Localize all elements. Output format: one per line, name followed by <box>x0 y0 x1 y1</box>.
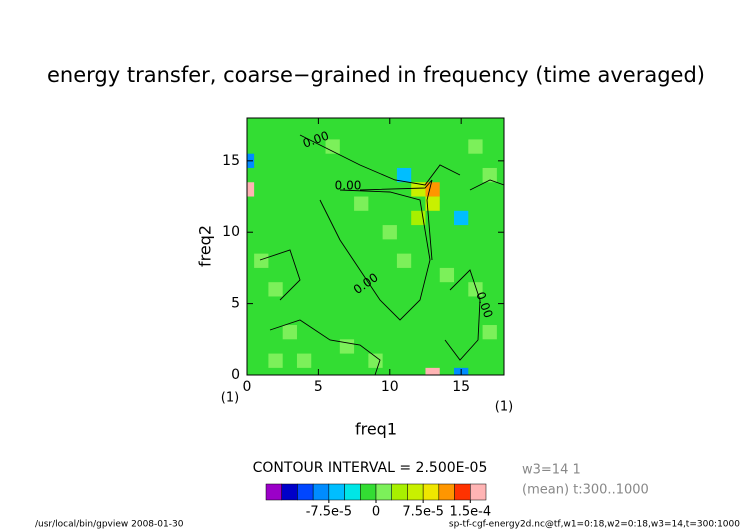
colorbar-box <box>438 483 455 501</box>
field-cell <box>354 196 369 211</box>
info-text: w3=14 1 <box>522 463 581 478</box>
contour-line <box>299 134 461 186</box>
colorbar-tick-label: 7.5e-5 <box>402 505 444 520</box>
field-cell <box>482 325 497 340</box>
field-cell <box>325 139 340 154</box>
contour-line <box>269 319 381 375</box>
colorbar-tick-label: 0 <box>372 505 380 520</box>
contour-line <box>359 179 433 261</box>
colorbar-tick-label: -7.5e-5 <box>306 505 352 520</box>
contour-label: 0.00 <box>335 179 362 193</box>
colorbar-box <box>391 483 408 501</box>
x-axis-label: freq1 <box>355 420 397 439</box>
field-cell <box>411 182 426 197</box>
colorbar-box <box>265 483 282 501</box>
colorbar-box <box>344 483 361 501</box>
footer-right: sp-tf-cgf-energy2d.nc@tf,w1=0:18,w2=0:18… <box>449 520 740 530</box>
y-tick-label: 5 <box>231 296 240 312</box>
field-cell <box>247 182 255 197</box>
contour-interval: CONTOUR INTERVAL = 2.500E-05 <box>253 460 488 476</box>
colorbar-box <box>454 483 471 501</box>
colorbar-box <box>297 483 314 501</box>
field-cell <box>425 196 440 211</box>
contour-line <box>259 249 301 301</box>
field-cell <box>482 167 497 183</box>
y-tick-label: 10 <box>222 224 240 240</box>
field-cell <box>282 325 297 340</box>
contour-line <box>319 189 431 321</box>
field-cell <box>411 210 426 226</box>
x-start-note: (1) <box>221 391 239 406</box>
colorbar-tick-label: 1.5e-4 <box>449 505 491 520</box>
colorbar-box <box>470 483 487 501</box>
contour-line <box>469 179 504 191</box>
field-cell <box>296 353 312 368</box>
x-tick-label: 5 <box>314 379 323 395</box>
field-cell <box>468 139 483 154</box>
field-cell <box>396 167 412 183</box>
colorbar-box <box>375 483 392 501</box>
y-axis-label: freq2 <box>196 225 215 267</box>
colorbar-box <box>281 483 298 501</box>
chart-title: energy transfer, coarse−grained in frequ… <box>47 63 705 87</box>
x-tick-label: 0 <box>243 379 252 395</box>
field-cell <box>268 353 283 368</box>
x-tick-label: 10 <box>381 379 399 395</box>
colorbar-box <box>328 483 345 501</box>
field-cell <box>254 253 269 268</box>
x-tick-label: 15 <box>452 379 470 395</box>
footer-left: /usr/local/bin/gpview 2008-01-30 <box>35 520 184 530</box>
plot-field <box>247 118 504 375</box>
field-cell <box>454 210 469 226</box>
contour-line <box>444 269 481 361</box>
plot-frame <box>246 117 505 376</box>
info-text: (mean) t:300..1000 <box>522 483 649 498</box>
colorbar-box <box>407 483 424 501</box>
field-cell <box>396 253 412 268</box>
field-cell <box>268 282 283 297</box>
colorbar-box <box>312 483 330 501</box>
y-tick-label: 15 <box>222 153 240 169</box>
field-cell <box>439 267 455 283</box>
field-cell <box>382 225 397 240</box>
field-cell <box>425 367 440 375</box>
field-cell <box>368 353 383 368</box>
colorbar-box <box>360 483 377 501</box>
colorbar-box <box>422 483 440 501</box>
field-cell <box>339 339 355 354</box>
y-tick-label: 0 <box>231 367 240 383</box>
x-end-note: (1) <box>495 400 513 415</box>
field-cell <box>468 282 483 297</box>
